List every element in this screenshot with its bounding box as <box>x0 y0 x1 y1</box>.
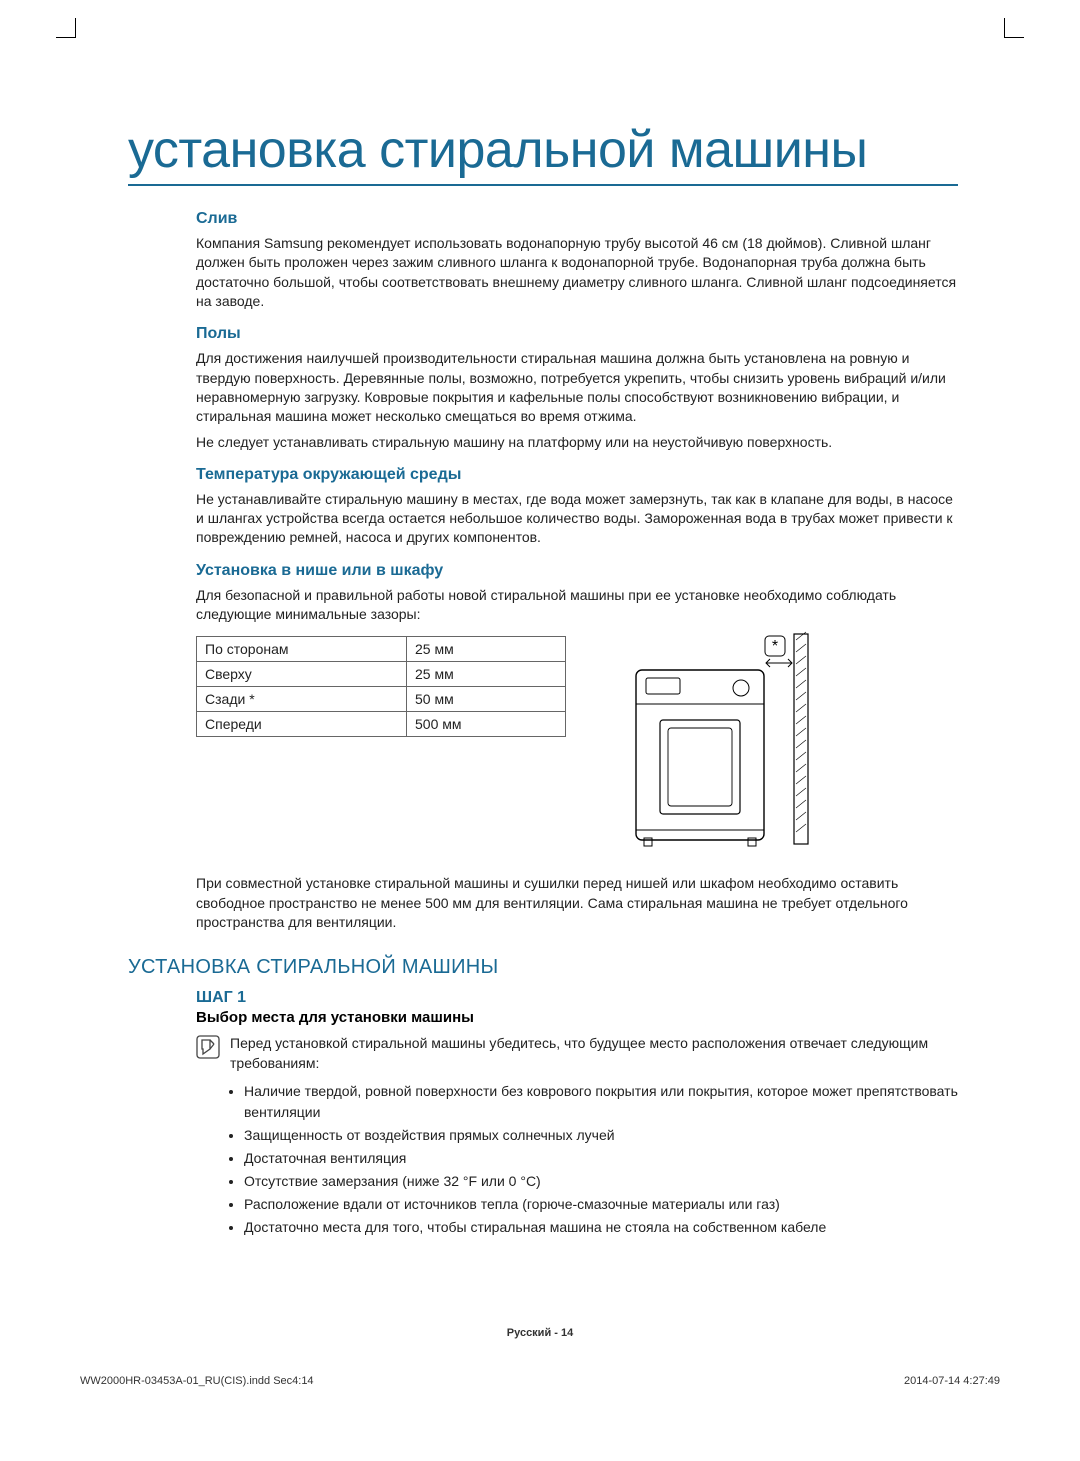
list-item: Расположение вдали от источников тепла (… <box>244 1194 958 1215</box>
cell-value: 500 мм <box>407 712 566 737</box>
list-item: Достаточно места для того, чтобы стираль… <box>244 1217 958 1238</box>
page-title: установка стиральной машины <box>128 120 958 186</box>
temp-heading: Температура окружающей среды <box>196 466 958 484</box>
alcove-heading: Установка в нише или в шкафу <box>196 562 958 580</box>
step-sub: Выбор места для установки машины <box>196 1009 958 1026</box>
page-content: установка стиральной машины Слив Компани… <box>128 120 958 1240</box>
cell-label: Сверху <box>197 662 407 687</box>
requirements-list: Наличие твердой, ровной поверхности без … <box>244 1081 958 1238</box>
diagram-marker: * <box>772 638 778 655</box>
cell-value: 50 мм <box>407 687 566 712</box>
drain-heading: Слив <box>196 210 958 228</box>
cell-value: 25 мм <box>407 662 566 687</box>
page-number: Русский - 14 <box>0 1327 1080 1339</box>
install-title: УСТАНОВКА СТИРАЛЬНОЙ МАШИНЫ <box>128 956 958 979</box>
drain-text: Компания Samsung рекомендует использоват… <box>196 234 958 311</box>
list-item: Отсутствие замерзания (ниже 32 °F или 0 … <box>244 1171 958 1192</box>
list-item: Наличие твердой, ровной поверхности без … <box>244 1081 958 1123</box>
cell-value: 25 мм <box>407 637 566 662</box>
step-label: ШАГ 1 <box>196 989 958 1007</box>
table-row: Сзади *50 мм <box>197 687 566 712</box>
crop-mark-tl <box>56 18 76 38</box>
list-item: Достаточная вентиляция <box>244 1148 958 1169</box>
footer-file: WW2000HR-03453A-01_RU(CIS).indd Sec4:14 <box>80 1375 314 1387</box>
cell-label: Спереди <box>197 712 407 737</box>
table-row: По сторонам25 мм <box>197 637 566 662</box>
floors-heading: Полы <box>196 325 958 343</box>
washer-diagram: * <box>626 630 816 860</box>
clearance-table: По сторонам25 мм Сверху25 мм Сзади *50 м… <box>196 636 566 737</box>
list-item: Защищенность от воздействия прямых солне… <box>244 1125 958 1146</box>
crop-mark-tr <box>1004 18 1024 38</box>
note-icon <box>196 1035 220 1059</box>
floors-p1: Для достижения наилучшей производительно… <box>196 349 958 426</box>
alcove-after: При совместной установке стиральной маши… <box>196 874 958 932</box>
alcove-intro: Для безопасной и правильной работы новой… <box>196 586 958 625</box>
table-row: Сверху25 мм <box>197 662 566 687</box>
footer-timestamp: 2014-07-14 4:27:49 <box>904 1375 1000 1387</box>
cell-label: Сзади * <box>197 687 407 712</box>
note-text: Перед установкой стиральной машины убеди… <box>230 1034 958 1073</box>
temp-text: Не устанавливайте стиральную машину в ме… <box>196 490 958 548</box>
table-row: Спереди500 мм <box>197 712 566 737</box>
floors-p2: Не следует устанавливать стиральную маши… <box>196 433 958 452</box>
cell-label: По сторонам <box>197 637 407 662</box>
